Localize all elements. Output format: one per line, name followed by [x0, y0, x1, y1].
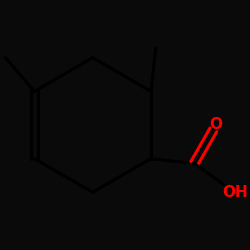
Text: O: O	[209, 117, 222, 132]
Text: OH: OH	[222, 185, 248, 200]
